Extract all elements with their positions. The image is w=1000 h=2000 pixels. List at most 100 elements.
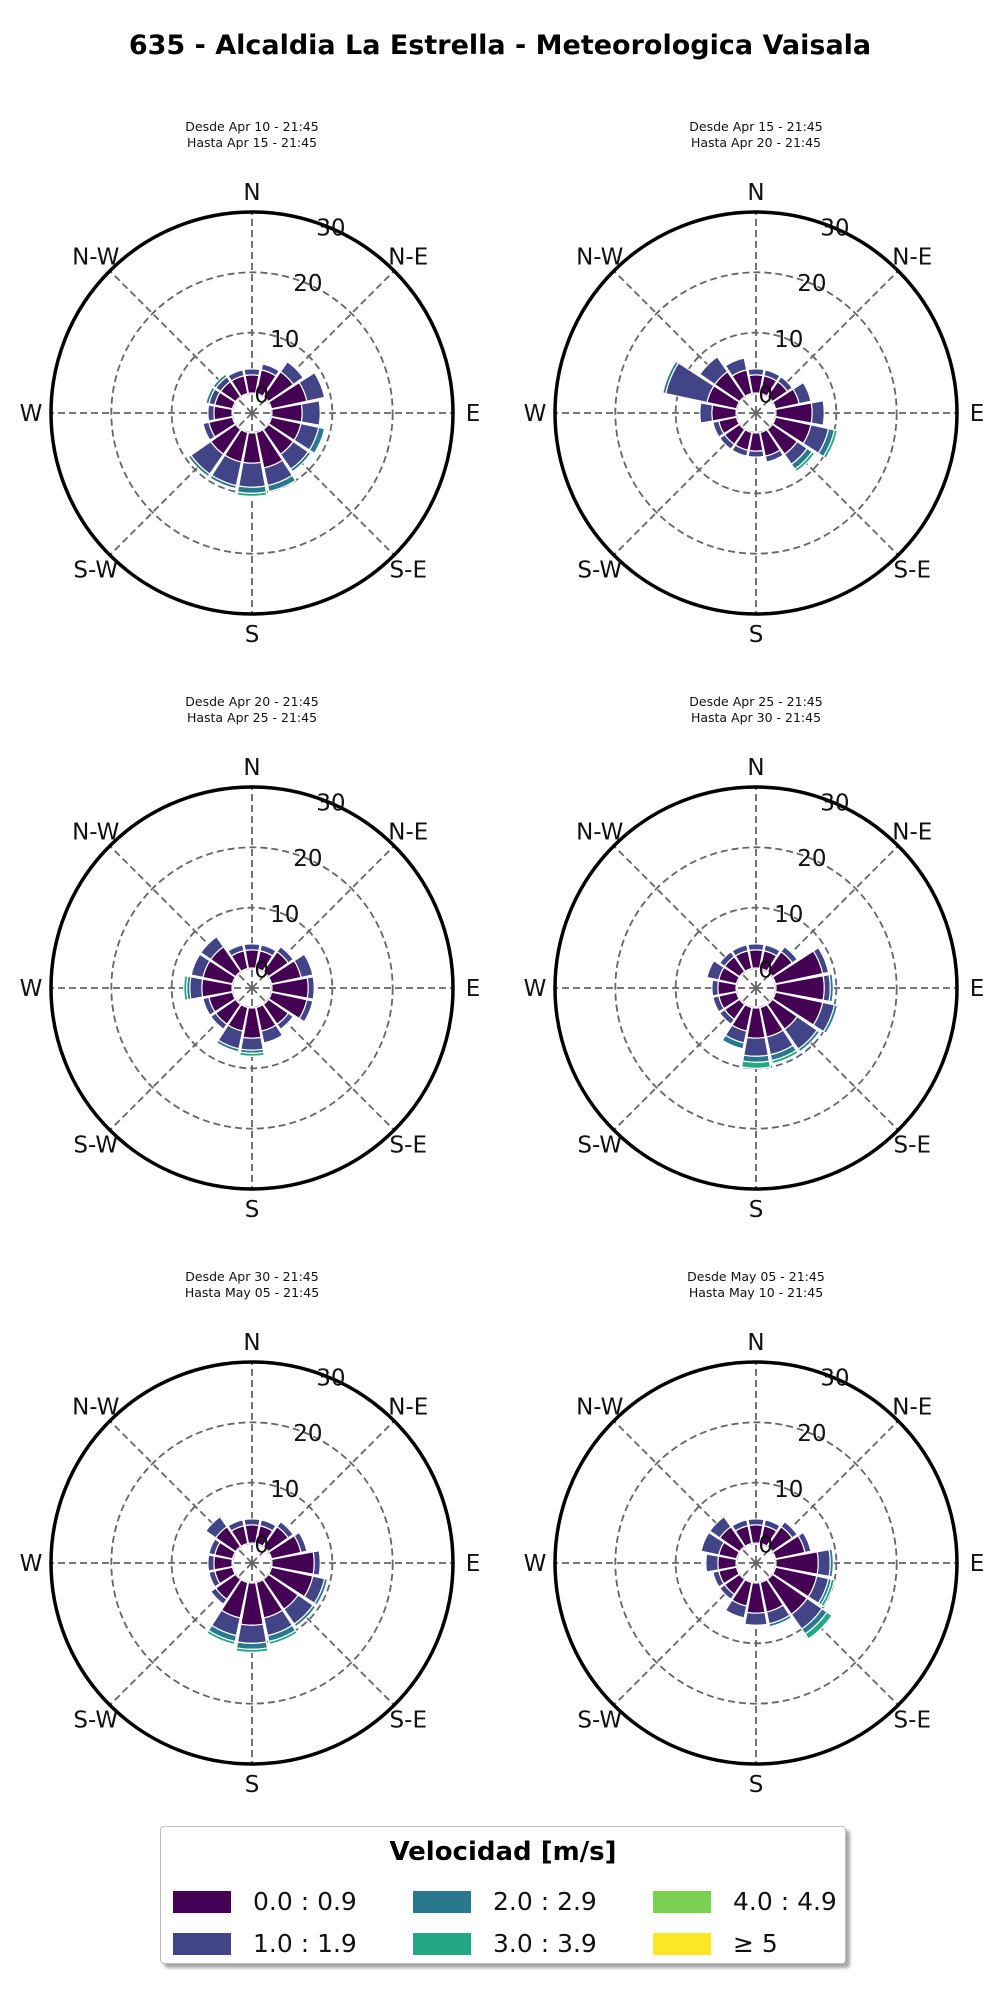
direction-label: S: [245, 622, 260, 648]
grid-circle: [110, 271, 394, 555]
wind-bar: [227, 944, 245, 957]
wind-bar: [708, 1515, 732, 1539]
radial-tick-label: 30: [820, 790, 849, 816]
wind-bar: [293, 953, 314, 979]
wind-bar: [764, 449, 785, 463]
legend-swatch: [653, 1932, 711, 1955]
wind-bar: [662, 360, 680, 395]
direction-label: N-E: [892, 245, 932, 271]
chart-subtitle: Hasta Apr 20 - 21:45: [691, 135, 821, 150]
direction-label: W: [524, 976, 547, 1002]
wind-bar: [209, 474, 238, 490]
radial-tick-label: 0: [254, 958, 269, 984]
wind-bar: [724, 357, 748, 377]
wind-bar: [797, 1531, 812, 1554]
radial-tick-label: 10: [774, 902, 803, 928]
wind-bar: [731, 1519, 749, 1532]
chart-subtitle: Desde Apr 30 - 21:45: [185, 1269, 318, 1284]
wind-bar: [718, 433, 736, 451]
direction-label: W: [524, 1551, 547, 1577]
grid-circle: [110, 1421, 394, 1705]
wind-bar: [700, 1531, 725, 1556]
wind-bar: [293, 1604, 317, 1628]
chart-subtitle: Hasta Apr 15 - 21:45: [187, 135, 317, 150]
wind-bar: [209, 1587, 228, 1606]
wind-bar: [298, 371, 326, 402]
wind-bar: [239, 1051, 265, 1057]
outer-circle: [49, 210, 455, 616]
wind-bar: [237, 461, 267, 488]
legend: Velocidad [m/s] 0.0 : 0.9 2.0 : 2.9 4.0 …: [160, 1826, 846, 1964]
radial-tick-label: 0: [758, 383, 773, 409]
wind-bar: [712, 995, 725, 1013]
legend-item: 3.0 : 3.9: [413, 1929, 597, 1958]
wind-bar: [236, 1623, 268, 1644]
outer-circle: [553, 210, 959, 616]
wind-bar: [763, 944, 781, 957]
direction-label: E: [466, 401, 481, 427]
wind-bar: [240, 1036, 264, 1051]
wind-bar: [212, 373, 228, 389]
wind-bar: [260, 363, 281, 377]
radial-tick-label: 30: [316, 215, 345, 241]
wind-bar: [202, 421, 216, 442]
legend-item: 2.0 : 2.9: [413, 1887, 597, 1916]
legend-title: Velocidad [m/s]: [389, 1837, 617, 1867]
legend-label: 2.0 : 2.9: [493, 1887, 597, 1916]
wind-bar: [207, 404, 216, 422]
wind-bar: [268, 1629, 299, 1646]
wind-bar: [712, 420, 725, 438]
direction-label: W: [20, 1551, 43, 1577]
wind-bar: [276, 1012, 295, 1031]
wind-bar: [259, 1519, 277, 1532]
wind-bar: [724, 1599, 748, 1619]
wind-bar: [699, 356, 729, 386]
chart-subtitle: Desde Apr 25 - 21:45: [689, 694, 822, 709]
legend-item: 0.0 : 0.9: [173, 1887, 357, 1916]
outer-circle: [49, 1360, 455, 1766]
direction-label: N: [243, 755, 260, 781]
chart-subtitle: Hasta May 05 - 21:45: [185, 1285, 319, 1300]
chart-subtitle: Desde Apr 20 - 21:45: [185, 694, 318, 709]
direction-label: N-W: [72, 820, 119, 846]
wind-bar: [236, 491, 268, 497]
outer-circle: [553, 785, 959, 1191]
direction-label: E: [466, 976, 481, 1002]
direction-label: S-W: [577, 1707, 622, 1733]
legend-item: 4.0 : 4.9: [653, 1887, 837, 1916]
wind-bar: [259, 944, 277, 957]
legend-label: ≥ 5: [733, 1929, 778, 1958]
wind-bar: [820, 1578, 836, 1608]
chart-subtitle: Hasta Apr 25 - 21:45: [187, 710, 317, 725]
radial-tick-label: 10: [774, 327, 803, 353]
radial-tick-label: 0: [254, 383, 269, 409]
wind-bar: [718, 1008, 736, 1026]
direction-label: S-W: [73, 1132, 118, 1158]
radial-tick-label: 10: [270, 1477, 299, 1503]
chart-subtitle: Desde Apr 10 - 21:45: [185, 119, 318, 134]
wind-bar: [227, 1519, 245, 1532]
wind-bar: [243, 368, 261, 377]
wind-bar: [243, 943, 261, 952]
direction-label: E: [970, 976, 985, 1002]
wind-bar: [289, 450, 312, 473]
wind-bar: [207, 1554, 216, 1572]
radial-tick-label: 10: [270, 902, 299, 928]
chart-subtitle: Hasta May 10 - 21:45: [689, 1285, 823, 1300]
chart-subtitle: Desde Apr 15 - 21:45: [689, 119, 822, 134]
radial-tick-label: 20: [293, 1421, 322, 1447]
wind-bar: [743, 1036, 769, 1057]
direction-label: S-W: [73, 557, 118, 583]
legend-swatch: [653, 1890, 711, 1913]
wind-bar: [747, 368, 765, 377]
wind-bar: [718, 950, 736, 968]
wind-bar: [189, 976, 204, 1000]
wind-bar: [792, 381, 812, 405]
direction-label: N-W: [576, 820, 623, 846]
wind-bar: [313, 1577, 329, 1606]
wind-bar: [183, 975, 189, 1001]
legend-swatch: [173, 1890, 231, 1913]
wind-bar: [747, 1518, 765, 1527]
radial-tick-label: 20: [797, 271, 826, 297]
